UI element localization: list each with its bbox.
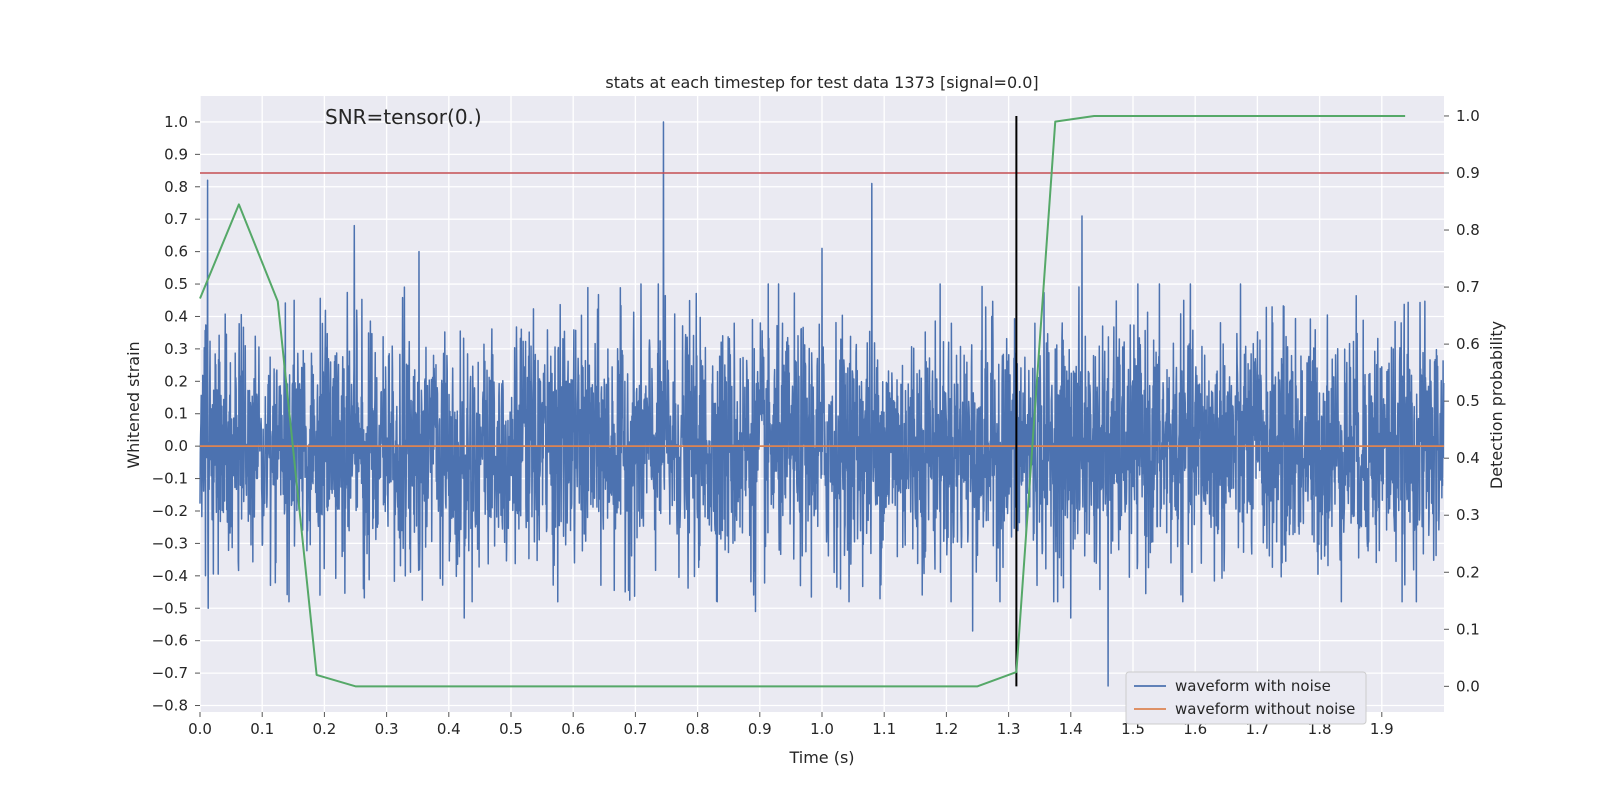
y-tick-label-4: 0.6 [164, 243, 188, 261]
probability-path [199, 114, 1406, 688]
y2-axis-ticks: 1.0 0.9 0.8 0.7 0.6 0.5 0.4 0.3 0.2 0.1 0.0 [1444, 107, 1480, 695]
y-tick-label-6: 0.4 [164, 307, 188, 325]
y-tick-label-15: −0.5 [152, 599, 188, 617]
y-tick-label-16: −0.6 [152, 632, 188, 650]
y-tick-label-18: −0.8 [152, 697, 188, 715]
x-tick-label-0: 0.0 [188, 720, 212, 738]
y-tick-label-17: −0.7 [152, 664, 188, 682]
y-tick-label-8: 0.2 [164, 372, 188, 390]
snr-annotation: SNR=tensor(0.) [325, 105, 482, 129]
y-tick-label-3: 0.7 [164, 210, 188, 228]
y2-tick-label-7: 0.3 [1456, 506, 1480, 524]
y-tick-label-13: −0.3 [152, 534, 188, 552]
y-tick-label-5: 0.5 [164, 275, 188, 293]
x-axis-ticks: 0.0 0.1 0.2 0.3 0.4 0.5 0.6 0.7 0.8 0.9 1.0 1.1 1.2 1… [188, 712, 1394, 738]
noise-waveform-path [199, 121, 1445, 687]
x-tick-label-5: 0.5 [499, 720, 523, 738]
y2-tick-label-0: 1.0 [1456, 107, 1480, 125]
x-tick-label-10: 1.0 [810, 720, 834, 738]
x-tick-label-2: 0.2 [312, 720, 336, 738]
y2-tick-label-5: 0.5 [1456, 392, 1480, 410]
legend-label-noise: waveform with noise [1175, 677, 1331, 695]
x-tick-label-14: 1.4 [1059, 720, 1083, 738]
y2-tick-label-6: 0.4 [1456, 449, 1480, 467]
y2-tick-label-4: 0.6 [1456, 335, 1480, 353]
x-tick-label-6: 0.6 [561, 720, 585, 738]
y-axis-label: Whitened strain [124, 341, 143, 468]
y-tick-label-12: −0.2 [152, 502, 188, 520]
y-tick-label-10: 0.0 [164, 437, 188, 455]
x-tick-label-1: 0.1 [250, 720, 274, 738]
series-waveform-with-noise [199, 121, 1445, 687]
legend-label-clean: waveform without noise [1175, 700, 1355, 718]
x-tick-label-13: 1.3 [997, 720, 1021, 738]
y-tick-label-2: 0.8 [164, 178, 188, 196]
y-tick-label-0: 1.0 [164, 113, 188, 131]
x-tick-label-4: 0.4 [437, 720, 461, 738]
x-tick-label-12: 1.2 [934, 720, 958, 738]
y2-axis-label: Detection probability [1487, 321, 1506, 489]
chart-title: stats at each timestep for test data 137… [605, 73, 1038, 92]
y-tick-label-9: 0.1 [164, 405, 188, 423]
y-tick-label-11: −0.1 [152, 470, 188, 488]
y2-tick-label-10: 0.0 [1456, 677, 1480, 695]
x-tick-label-11: 1.1 [872, 720, 896, 738]
y2-tick-label-3: 0.7 [1456, 278, 1480, 296]
y-axis-ticks: 1.0 0.9 0.8 0.7 0.6 0.5 0.4 0.3 0.2 0.1 0.0 −0.1 −0.… [152, 113, 200, 715]
x-tick-label-8: 0.8 [686, 720, 710, 738]
x-tick-label-19: 1.9 [1370, 720, 1394, 738]
y2-tick-label-2: 0.8 [1456, 221, 1480, 239]
y2-tick-label-9: 0.1 [1456, 620, 1480, 638]
x-axis-label: Time (s) [788, 748, 854, 767]
series-detection-probability [199, 114, 1406, 688]
legend: waveform with noise waveform without noi… [1125, 671, 1367, 725]
x-tick-label-7: 0.7 [623, 720, 647, 738]
y2-tick-label-8: 0.2 [1456, 563, 1480, 581]
x-tick-label-9: 0.9 [748, 720, 772, 738]
legend-box [1125, 671, 1367, 725]
y-tick-label-1: 0.9 [164, 145, 188, 163]
y2-tick-label-1: 0.9 [1456, 164, 1480, 182]
y-tick-label-14: −0.4 [152, 567, 188, 585]
x-tick-label-3: 0.3 [375, 720, 399, 738]
y-tick-label-7: 0.3 [164, 340, 188, 358]
